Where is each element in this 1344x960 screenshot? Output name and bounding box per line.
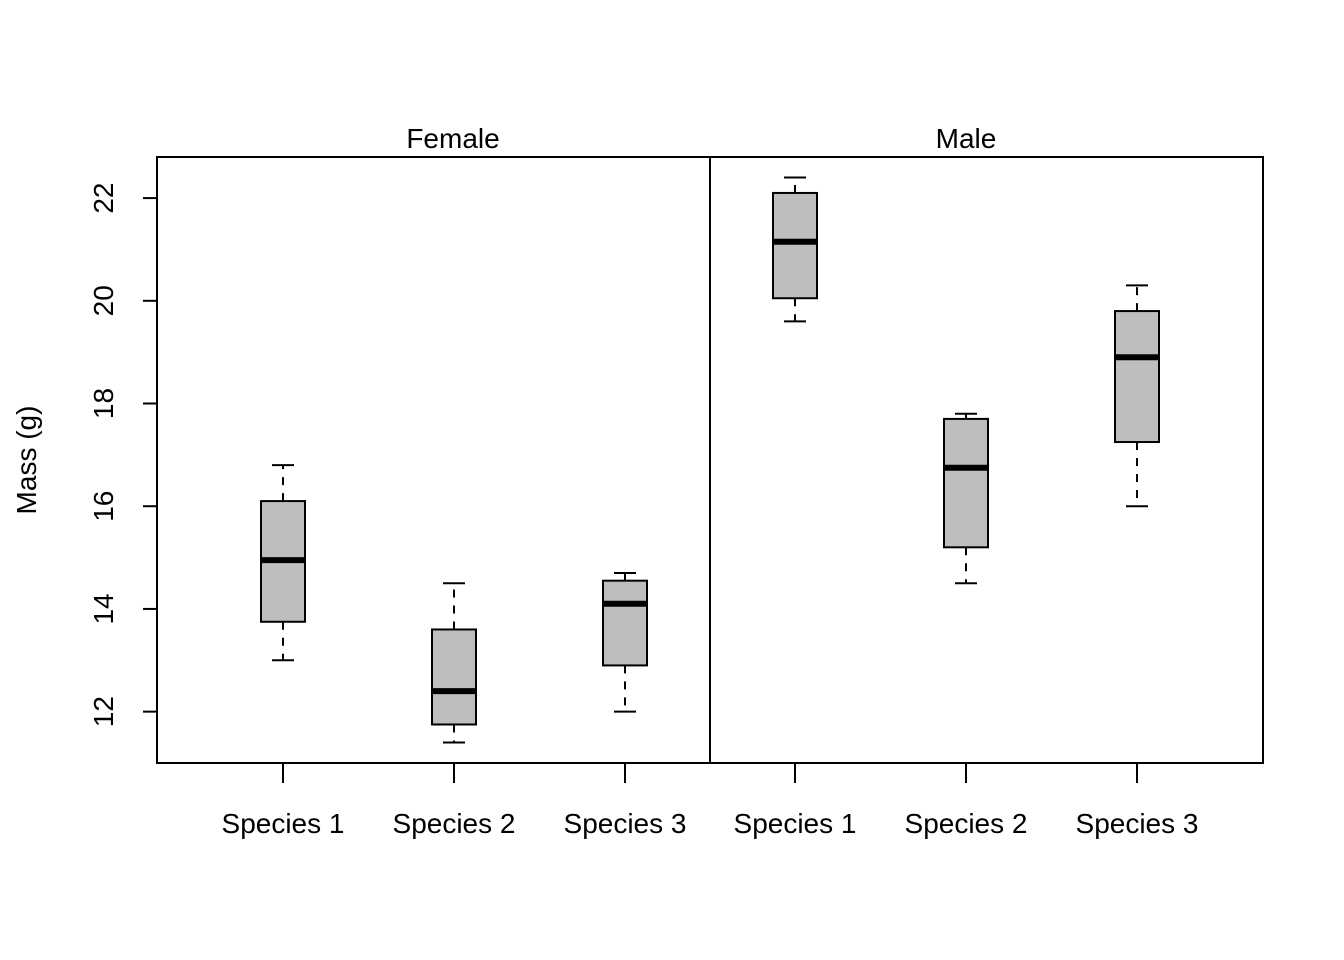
y-axis-label: Mass (g) [11,406,42,515]
panel-female: Female Species 1 Species 2 Species 3 [222,123,687,839]
y-tick-label: 20 [88,285,119,316]
iqr-box [943,417,989,549]
panel-male: Male Species 1 Species 2 Species 3 [734,123,1199,839]
iqr-box [431,628,477,726]
box-species-2: Species 2 [393,582,516,839]
x-tick-label: Species 3 [564,808,687,839]
x-tick-label: Species 1 [222,808,345,839]
x-tick-label: Species 2 [905,808,1028,839]
y-tick-label: 16 [88,491,119,522]
box-species-1: Species 1 [734,176,857,839]
iqr-box [1114,310,1160,444]
box-species-3: Species 3 [1076,284,1199,839]
box-species-2: Species 2 [905,412,1028,839]
panels: Female Species 1 Species 2 Species 3 Male Spe… [222,123,1199,839]
box-species-1: Species 1 [222,464,345,839]
box-species-3: Species 3 [564,571,687,839]
panel-label: Male [936,123,997,154]
x-tick-label: Species 2 [393,808,516,839]
y-tick-label: 12 [88,696,119,727]
x-tick-label: Species 1 [734,808,857,839]
y-tick-label: 18 [88,388,119,419]
y-tick-label: 22 [88,183,119,214]
iqr-box [772,191,818,300]
iqr-box [602,579,648,667]
y-axis: 12 14 16 18 20 22 [88,183,157,727]
panel-label: Female [406,123,499,154]
y-tick-label: 14 [88,593,119,624]
x-tick-label: Species 3 [1076,808,1199,839]
